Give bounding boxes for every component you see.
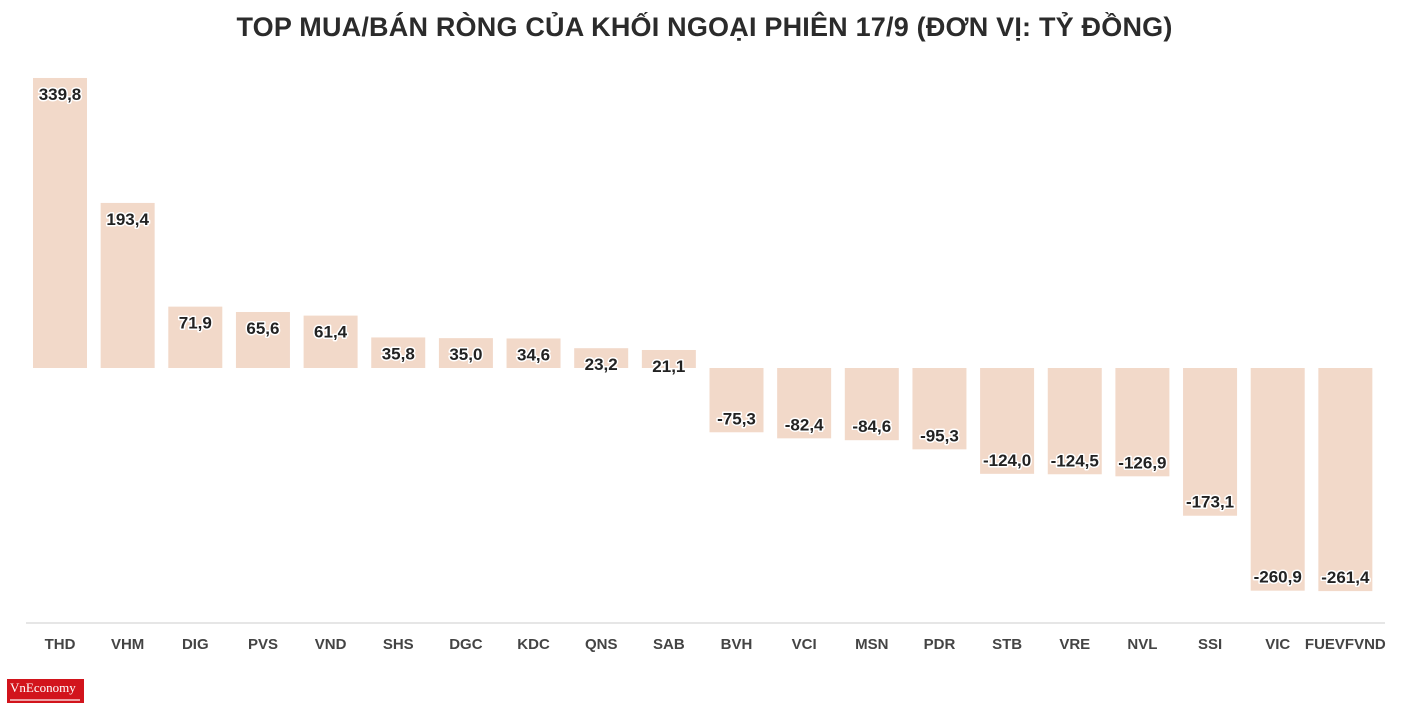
bar-nvl [1115,368,1170,477]
value-label-fuevfvnd: -261,4 [1321,568,1370,587]
bar-vhm [100,202,155,368]
bar-ssi [1183,368,1238,516]
value-label-sab: 21,1 [652,357,685,376]
bar-msn [844,368,899,441]
value-label-vci: -82,4 [785,415,824,434]
bar-kdc [506,338,561,368]
bar-vci [777,368,832,439]
value-label-vhm: 193,4 [106,210,149,229]
bar-vnd [303,315,358,368]
bar-stb [980,368,1035,474]
x-tick-shs: SHS [383,636,414,653]
value-label-nvl: -126,9 [1118,453,1166,472]
x-tick-bvh: BVH [721,636,753,653]
x-tick-pdr: PDR [924,636,956,653]
value-label-bvh: -75,3 [717,409,756,428]
bar-pdr [912,368,967,450]
x-tick-stb: STB [992,636,1022,653]
value-label-qns: 23,2 [585,355,618,374]
x-tick-dgc: DGC [449,636,483,653]
value-label-vre: -124,5 [1051,451,1099,470]
bar-bvh [709,368,764,433]
logo-underline [10,699,80,701]
x-tick-vhm: VHM [111,636,144,653]
value-label-shs: 35,8 [382,344,415,363]
value-label-stb: -124,0 [983,451,1031,470]
x-tick-dig: DIG [182,636,209,653]
bar-thd [33,77,87,368]
x-tick-vnd: VND [315,636,347,653]
chart-title: TOP MUA/BÁN RÒNG CỦA KHỐI NGOẠI PHIÊN 17… [236,12,1173,42]
value-label-thd: 339,8 [39,85,82,104]
x-tick-fuevfvnd: FUEVFVND [1305,636,1386,653]
bar-dig [168,306,223,368]
value-label-vnd: 61,4 [314,323,348,342]
bar-qns [574,348,629,368]
x-tick-thd: THD [45,636,76,653]
x-tick-vci: VCI [792,636,817,653]
x-tick-ssi: SSI [1198,636,1222,653]
value-label-ssi: -173,1 [1186,493,1234,512]
x-tick-vic: VIC [1265,636,1290,653]
value-label-pvs: 65,6 [246,319,279,338]
value-label-dig: 71,9 [179,314,212,333]
bar-sab [641,349,696,368]
bar-shs [371,337,426,368]
value-label-kdc: 34,6 [517,345,550,364]
bar-fuevfvnd [1318,368,1373,592]
x-tick-vre: VRE [1059,636,1090,653]
vneconomy-logo: VnEconomy [7,679,84,703]
bar-dgc [438,338,493,368]
x-tick-kdc: KDC [517,636,550,653]
x-tick-pvs: PVS [248,636,278,653]
bar-pvs [235,312,290,368]
value-label-msn: -84,6 [852,417,891,436]
x-tick-msn: MSN [855,636,888,653]
logo-text: VnEconomy [10,680,76,695]
x-tick-sab: SAB [653,636,685,653]
bar-vre [1047,368,1102,475]
value-label-dgc: 35,0 [449,345,482,364]
bar-vic [1250,368,1305,591]
value-label-vic: -260,9 [1254,568,1302,587]
x-tick-qns: QNS [585,636,618,653]
value-label-pdr: -95,3 [920,426,959,445]
x-tick-nvl: NVL [1127,636,1157,653]
